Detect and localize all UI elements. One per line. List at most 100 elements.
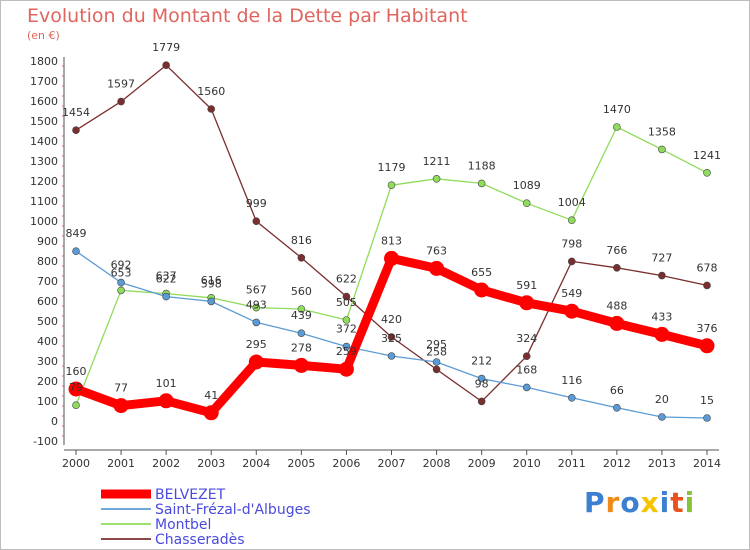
data-point: [474, 282, 490, 298]
data-label: 622: [156, 273, 177, 286]
data-label: 259: [336, 345, 357, 358]
logo-letter: P: [584, 486, 606, 519]
data-label: 372: [336, 323, 357, 336]
data-label: 622: [336, 273, 357, 286]
data-label: 324: [516, 332, 537, 345]
y-tick-label: 700: [37, 275, 58, 288]
data-point: [207, 297, 216, 306]
data-label: 637: [156, 270, 177, 283]
data-point: [564, 303, 580, 319]
data-label: 325: [381, 332, 402, 345]
data-point: [342, 316, 351, 324]
data-label: 567: [246, 284, 267, 297]
y-tick-label: 1000: [30, 215, 58, 228]
y-tick-label: 1600: [30, 95, 58, 108]
data-point: [613, 403, 621, 412]
data-point: [252, 217, 261, 225]
y-tick-label: 300: [37, 355, 58, 368]
logo-letter: x: [640, 486, 660, 519]
data-label: 295: [246, 338, 267, 351]
chart-title: Evolution du Montant de la Dette par Hab…: [27, 5, 468, 27]
data-point: [567, 393, 576, 402]
data-label: 678: [697, 261, 718, 274]
logo-letter: r: [605, 486, 621, 519]
data-label: 1454: [62, 106, 90, 119]
data-label: 1470: [603, 103, 631, 116]
data-label: 1241: [693, 149, 721, 162]
data-point: [609, 315, 625, 331]
data-point: [522, 352, 531, 361]
data-point: [699, 338, 715, 354]
data-label: 1179: [378, 161, 406, 174]
data-label: 813: [381, 234, 402, 247]
data-point: [387, 333, 396, 341]
y-tick-label: 900: [37, 235, 58, 248]
data-label: 655: [471, 266, 492, 279]
data-label: 493: [246, 298, 267, 311]
data-point: [429, 260, 445, 276]
data-point: [158, 393, 174, 409]
logo-letter: t: [670, 486, 685, 519]
chart-subtitle: (en €): [27, 29, 60, 42]
data-label: 816: [291, 234, 312, 247]
data-point: [293, 357, 309, 373]
data-point: [432, 365, 441, 374]
x-tick-label: 2012: [603, 457, 631, 470]
x-tick-label: 2000: [62, 457, 90, 470]
y-tick-label: 0: [51, 415, 58, 428]
data-point: [113, 398, 129, 414]
x-tick-label: 2001: [107, 457, 135, 470]
data-label: 798: [561, 237, 582, 250]
y-tick-label: 1300: [30, 155, 58, 168]
data-label: 433: [651, 310, 672, 323]
x-tick-label: 2002: [152, 457, 180, 470]
data-label: 41: [204, 389, 218, 402]
x-tick-label: 2010: [513, 457, 541, 470]
data-point: [519, 295, 535, 311]
x-tick-label: 2013: [648, 457, 676, 470]
legend-label: BELVEZET: [155, 487, 226, 503]
data-point: [203, 405, 219, 421]
data-point: [613, 263, 621, 272]
y-tick-label: 200: [37, 375, 58, 388]
data-label: 420: [381, 313, 402, 326]
data-point: [297, 253, 306, 262]
data-label: 160: [66, 365, 87, 378]
data-point: [252, 318, 261, 327]
data-point: [72, 401, 80, 410]
x-tick-label: 2009: [468, 457, 496, 470]
data-label: 20: [655, 393, 669, 406]
data-point: [117, 286, 125, 295]
y-tick-label: 600: [37, 295, 58, 308]
x-tick-label: 2007: [378, 457, 406, 470]
y-tick-label: 400: [37, 335, 58, 348]
data-label: 1358: [648, 125, 676, 138]
data-point: [567, 216, 576, 224]
data-label: 212: [471, 355, 492, 368]
data-point: [522, 383, 531, 392]
data-point: [72, 126, 80, 134]
y-tick-label: 1500: [30, 115, 58, 128]
data-label: 98: [475, 377, 489, 390]
data-point: [117, 97, 125, 106]
data-point: [703, 414, 711, 422]
x-tick-label: 2005: [287, 457, 315, 470]
data-label: 278: [291, 341, 312, 354]
data-label: 1597: [107, 78, 135, 91]
data-point: [703, 169, 711, 177]
data-point: [658, 413, 666, 421]
data-point: [162, 292, 170, 301]
x-tick-label: 2014: [693, 457, 721, 470]
y-tick-label: 1100: [30, 195, 58, 208]
data-label: 1004: [558, 196, 586, 209]
data-point: [658, 271, 666, 280]
data-label: 168: [516, 363, 537, 376]
data-label: 999: [246, 197, 267, 210]
data-point: [342, 342, 351, 351]
data-label: 1211: [423, 155, 451, 168]
y-tick-label: 500: [37, 315, 58, 328]
y-tick-label: 1200: [30, 175, 58, 188]
logo-letter: i: [684, 486, 696, 519]
data-point: [654, 326, 670, 342]
